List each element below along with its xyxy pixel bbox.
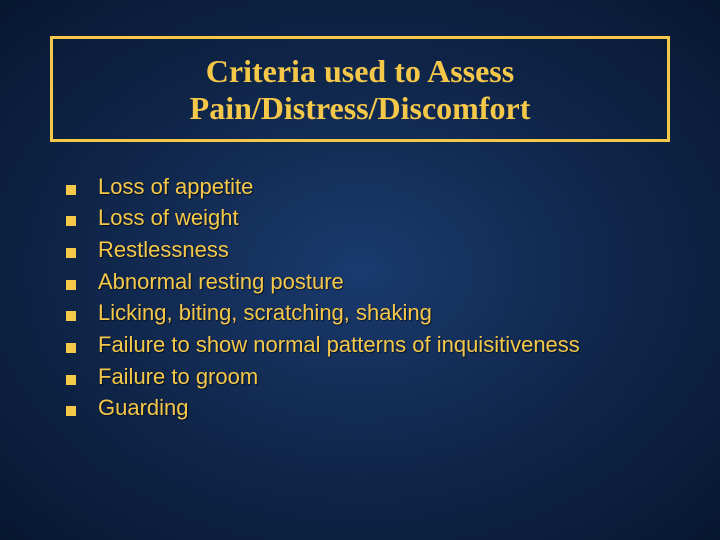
title-box: Criteria used to Assess Pain/Distress/Di… xyxy=(50,36,670,142)
list-item: Loss of weight xyxy=(66,203,654,233)
title-line-2: Pain/Distress/Discomfort xyxy=(63,90,657,127)
bullet-text: Licking, biting, scratching, shaking xyxy=(98,298,432,328)
bullet-text: Loss of appetite xyxy=(98,172,253,202)
bullet-text: Failure to groom xyxy=(98,362,258,392)
body-area: Loss of appetite Loss of weight Restless… xyxy=(50,166,670,436)
title-line-1: Criteria used to Assess xyxy=(63,53,657,90)
square-bullet-icon xyxy=(66,248,76,258)
slide-container: Criteria used to Assess Pain/Distress/Di… xyxy=(0,0,720,540)
list-item: Restlessness xyxy=(66,235,654,265)
list-item: Loss of appetite xyxy=(66,172,654,202)
square-bullet-icon xyxy=(66,343,76,353)
list-item: Licking, biting, scratching, shaking xyxy=(66,298,654,328)
list-item: Guarding xyxy=(66,393,654,423)
bullet-text: Abnormal resting posture xyxy=(98,267,344,297)
bullet-text: Guarding xyxy=(98,393,189,423)
square-bullet-icon xyxy=(66,311,76,321)
square-bullet-icon xyxy=(66,280,76,290)
bullet-text: Restlessness xyxy=(98,235,229,265)
bullet-list: Loss of appetite Loss of weight Restless… xyxy=(66,172,654,424)
bullet-text: Loss of weight xyxy=(98,203,239,233)
square-bullet-icon xyxy=(66,406,76,416)
list-item: Failure to groom xyxy=(66,362,654,392)
bullet-text: Failure to show normal patterns of inqui… xyxy=(98,330,580,360)
list-item: Abnormal resting posture xyxy=(66,267,654,297)
square-bullet-icon xyxy=(66,185,76,195)
square-bullet-icon xyxy=(66,216,76,226)
square-bullet-icon xyxy=(66,375,76,385)
list-item: Failure to show normal patterns of inqui… xyxy=(66,330,654,360)
